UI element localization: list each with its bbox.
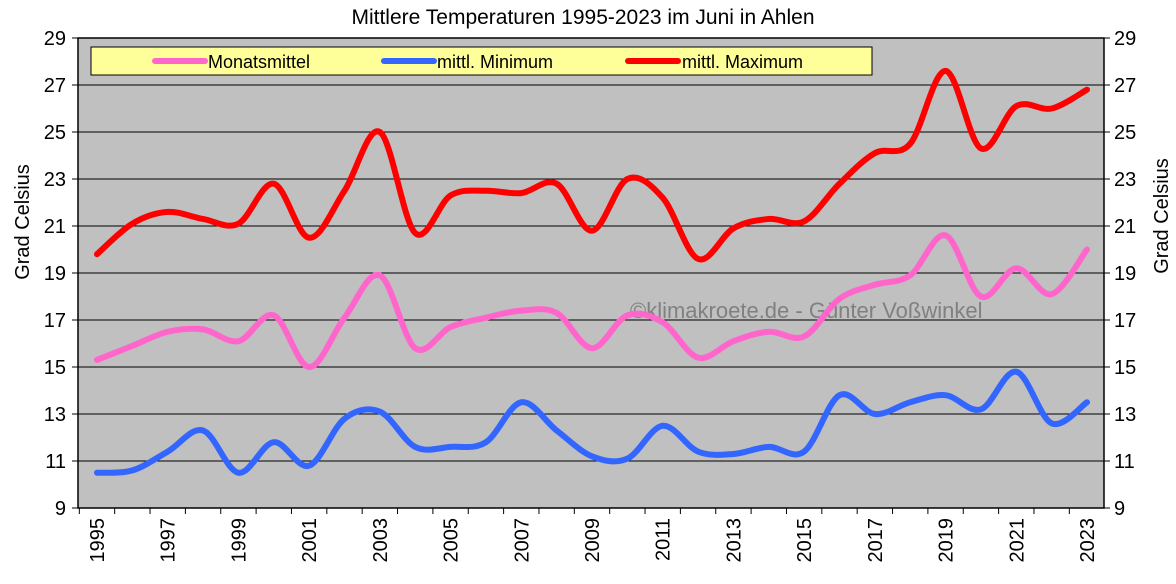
y-tick-label-right: 13 xyxy=(1114,404,1136,426)
y-tick-label-left: 9 xyxy=(55,498,66,520)
y-tick-label-right: 27 xyxy=(1114,75,1136,97)
y-tick-label-right: 9 xyxy=(1114,498,1125,520)
chart-title: Mittlere Temperaturen 1995-2023 im Juni … xyxy=(351,6,814,29)
y-tick-label-left: 19 xyxy=(44,263,66,285)
x-axis-ticks: 1995 1997 1999 2001 2003 2005 2007 2009 2011 2013… xyxy=(78,508,1099,563)
y-tick-label-left: 17 xyxy=(44,310,66,332)
x-tick-label: 2015 xyxy=(794,518,816,563)
x-tick-label: 2003 xyxy=(370,518,392,563)
watermark: ©klimakroete.de - Günter Voßwinkel xyxy=(630,298,982,323)
x-tick-label: 2017 xyxy=(865,518,887,563)
x-tick-label: 2007 xyxy=(511,518,533,563)
legend: Monatsmittel mittl. Minimum mittl. Maxim… xyxy=(90,46,873,76)
y-tick-label-right: 23 xyxy=(1114,169,1136,191)
x-tick-label: 2005 xyxy=(441,518,463,563)
y-axis-label-right: Grad Celsius xyxy=(1151,158,1173,274)
legend-label-monatsmittel: Monatsmittel xyxy=(208,52,310,72)
y-tick-label-left: 15 xyxy=(44,357,66,379)
x-tick-label: 1995 xyxy=(87,518,109,563)
x-tick-label: 2001 xyxy=(299,518,321,563)
y-tick-label-right: 15 xyxy=(1114,357,1136,379)
y-tick-label-right: 19 xyxy=(1114,263,1136,285)
x-tick-label: 2021 xyxy=(1006,518,1028,563)
y-tick-label-left: 13 xyxy=(44,404,66,426)
y-tick-label-left: 11 xyxy=(45,451,66,473)
y-tick-label-left: 21 xyxy=(44,216,66,238)
y-axis-label-left: Grad Celsius xyxy=(12,164,34,280)
legend-label-minimum: mittl. Minimum xyxy=(437,52,553,72)
y-tick-label-right: 21 xyxy=(1114,216,1136,238)
y-tick-label-right: 11 xyxy=(1114,451,1135,473)
x-tick-label: 2019 xyxy=(936,518,958,563)
legend-box xyxy=(90,46,873,76)
y-axis-ticks: 9 9 11 11 13 13 15 15 17 17 19 19 21 21 23 23 25 25 27 27 29… xyxy=(44,28,1137,520)
x-tick-label: 2013 xyxy=(723,518,745,563)
x-tick-label: 2023 xyxy=(1077,518,1099,563)
x-tick-label: 2011 xyxy=(653,518,675,561)
series-line-monatsmittel xyxy=(94,232,1090,370)
y-tick-label-right: 25 xyxy=(1114,122,1136,144)
y-tick-label-left: 29 xyxy=(44,28,66,50)
y-tick-label-left: 23 xyxy=(44,169,66,191)
y-tick-label-right: 17 xyxy=(1114,310,1136,332)
x-tick-label: 2009 xyxy=(582,518,604,563)
y-tick-label-right: 29 xyxy=(1114,28,1136,50)
x-tick-label: 1997 xyxy=(158,518,180,563)
series-lines xyxy=(94,67,1090,476)
y-tick-label-left: 27 xyxy=(44,75,66,97)
y-tick-label-left: 25 xyxy=(44,122,66,144)
legend-label-maximum: mittl. Maximum xyxy=(682,52,803,72)
x-tick-label: 1999 xyxy=(228,518,250,563)
